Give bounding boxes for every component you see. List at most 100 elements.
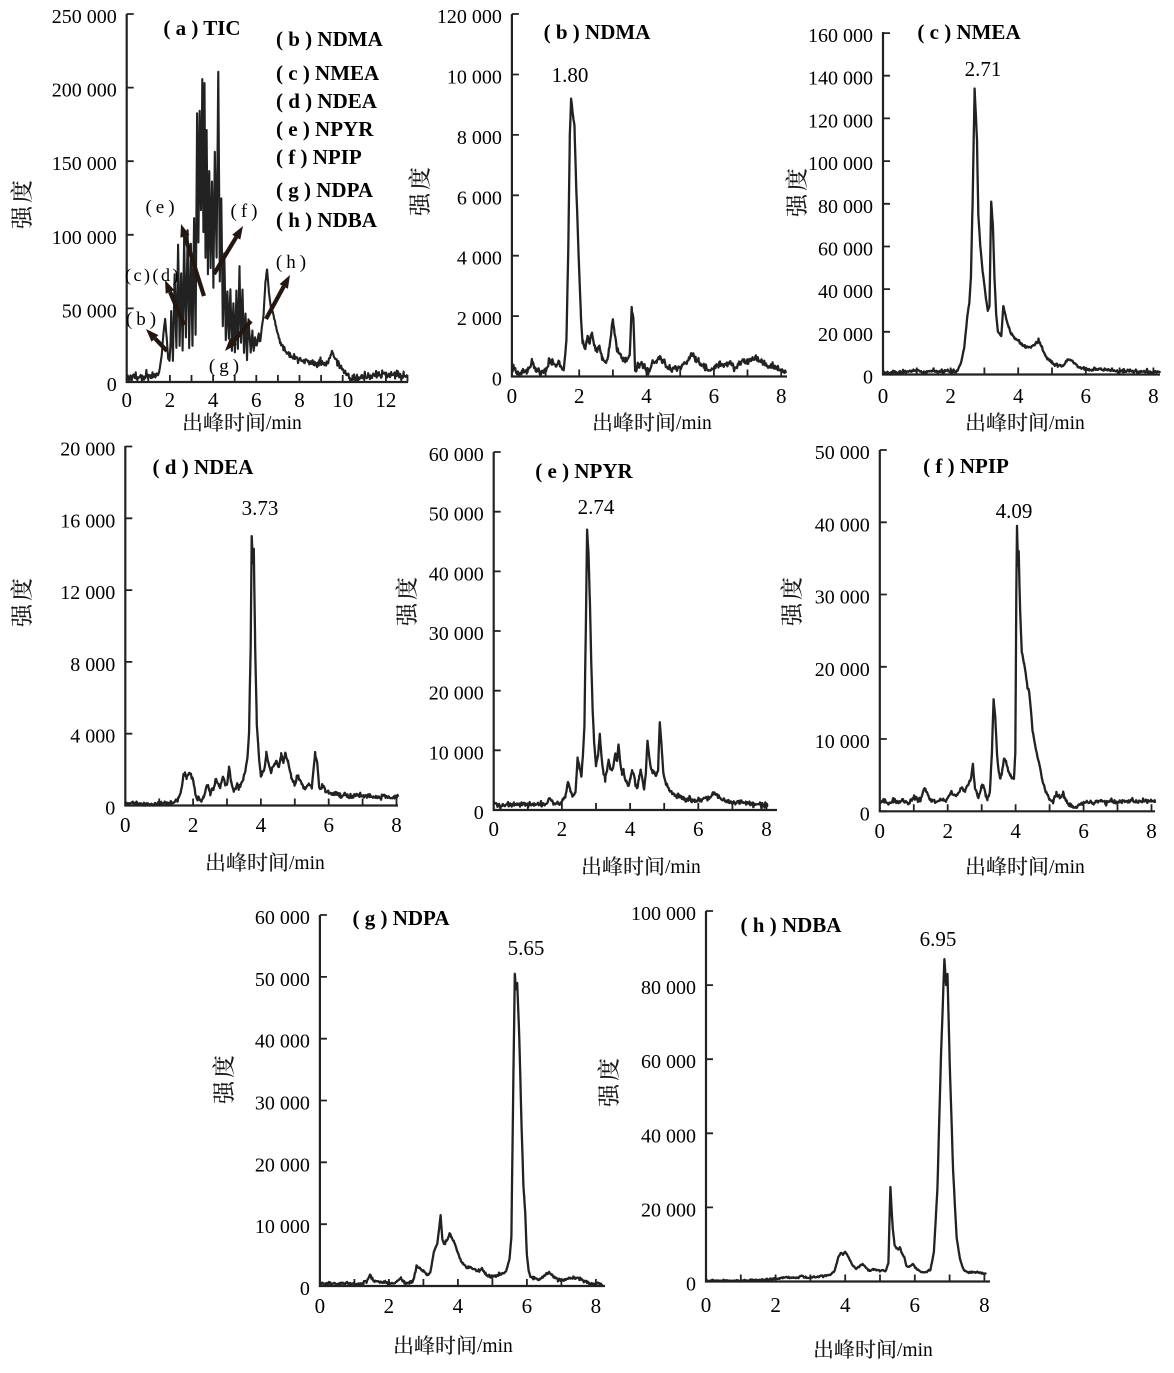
- svg-text:40 000: 40 000: [641, 1125, 696, 1147]
- svg-text:( h ) NDBA: ( h ) NDBA: [276, 208, 378, 232]
- svg-text:( g ) NDPA: ( g ) NDPA: [276, 178, 374, 202]
- svg-text:16 000: 16 000: [60, 510, 115, 532]
- svg-text:10 000: 10 000: [447, 67, 502, 89]
- svg-text:8: 8: [591, 1294, 602, 1318]
- svg-text:10 000: 10 000: [815, 731, 870, 753]
- svg-text:120 000: 120 000: [808, 110, 873, 132]
- svg-text:2: 2: [945, 384, 956, 408]
- svg-text:60 000: 60 000: [641, 1051, 696, 1073]
- svg-text:6.95: 6.95: [920, 927, 957, 951]
- svg-text:0: 0: [492, 369, 502, 391]
- svg-text:160 000: 160 000: [808, 25, 873, 47]
- svg-text:6: 6: [1081, 384, 1092, 408]
- svg-text:/min: /min: [477, 1336, 513, 1357]
- svg-text:8: 8: [979, 1293, 990, 1317]
- svg-text:30 000: 30 000: [255, 1093, 310, 1115]
- svg-text:2: 2: [188, 813, 199, 837]
- svg-text:( c ) NMEA: ( c ) NMEA: [276, 61, 380, 85]
- svg-text:/min: /min: [289, 853, 325, 874]
- svg-text:2: 2: [165, 388, 176, 412]
- svg-text:0: 0: [488, 817, 499, 841]
- svg-text:0: 0: [300, 1278, 310, 1300]
- svg-text:60 000: 60 000: [818, 239, 873, 261]
- svg-text:10 000: 10 000: [429, 742, 484, 764]
- svg-text:0: 0: [120, 813, 131, 837]
- svg-text:8: 8: [761, 817, 772, 841]
- svg-text:6 000: 6 000: [457, 187, 502, 209]
- svg-text:4: 4: [840, 1293, 851, 1317]
- svg-text:0: 0: [863, 367, 873, 389]
- svg-text:60 000: 60 000: [255, 907, 310, 929]
- svg-text:10: 10: [332, 388, 353, 412]
- svg-text:/min: /min: [1049, 413, 1085, 434]
- svg-text:6: 6: [1078, 819, 1089, 843]
- svg-text:2: 2: [770, 1293, 781, 1317]
- svg-text:0: 0: [701, 1293, 712, 1317]
- svg-text:120 000: 120 000: [437, 6, 502, 28]
- svg-text:( c ) NMEA: ( c ) NMEA: [917, 20, 1021, 44]
- svg-text:2 000: 2 000: [457, 308, 502, 330]
- svg-text:12: 12: [375, 388, 396, 412]
- svg-text:100 000: 100 000: [52, 227, 117, 249]
- svg-text:/min: /min: [266, 413, 302, 434]
- svg-text:( e ) NPYR: ( e ) NPYR: [535, 459, 633, 483]
- svg-text:2: 2: [557, 817, 568, 841]
- svg-text:( d ) NDEA: ( d ) NDEA: [276, 89, 378, 113]
- svg-text:0: 0: [860, 803, 870, 825]
- svg-text:8 000: 8 000: [70, 654, 115, 676]
- svg-text:100 000: 100 000: [808, 153, 873, 175]
- svg-text:( f ) NPIP: ( f ) NPIP: [923, 454, 1009, 478]
- svg-text:30 000: 30 000: [815, 587, 870, 609]
- svg-text:4.09: 4.09: [996, 499, 1033, 523]
- svg-text:4: 4: [256, 813, 267, 837]
- svg-text:( b ) NDMA: ( b ) NDMA: [544, 20, 652, 44]
- svg-text:4 000: 4 000: [457, 248, 502, 270]
- svg-text:50 000: 50 000: [255, 969, 310, 991]
- svg-text:2: 2: [574, 384, 585, 408]
- svg-text:0: 0: [875, 819, 886, 843]
- svg-text:2: 2: [942, 819, 953, 843]
- svg-text:2.71: 2.71: [965, 57, 1002, 81]
- svg-text:20 000: 20 000: [255, 1154, 310, 1176]
- svg-text:8: 8: [776, 384, 787, 408]
- svg-text:4: 4: [641, 384, 652, 408]
- svg-text:( h ) NDBA: ( h ) NDBA: [741, 913, 843, 937]
- svg-text:5.65: 5.65: [508, 936, 545, 960]
- svg-text:0: 0: [121, 388, 132, 412]
- svg-text:50 000: 50 000: [62, 300, 117, 322]
- svg-text:4 000: 4 000: [70, 726, 115, 748]
- svg-text:(b): (b): [126, 309, 160, 330]
- svg-text:50 000: 50 000: [815, 442, 870, 464]
- svg-text:/min: /min: [665, 857, 701, 878]
- svg-text:8: 8: [1148, 384, 1159, 408]
- svg-text:6: 6: [522, 1294, 533, 1318]
- svg-text:20 000: 20 000: [818, 324, 873, 346]
- svg-text:6: 6: [323, 813, 334, 837]
- svg-text:40 000: 40 000: [815, 514, 870, 536]
- svg-text:3.73: 3.73: [242, 496, 279, 520]
- svg-text:0: 0: [107, 374, 117, 396]
- svg-text:0: 0: [878, 384, 889, 408]
- svg-text:( d ) NDEA: ( d ) NDEA: [153, 455, 255, 479]
- svg-text:4: 4: [453, 1294, 464, 1318]
- svg-text:0: 0: [315, 1294, 326, 1318]
- svg-text:6: 6: [910, 1293, 921, 1317]
- svg-text:40 000: 40 000: [818, 281, 873, 303]
- svg-text:80 000: 80 000: [818, 196, 873, 218]
- svg-text:/min: /min: [676, 413, 712, 434]
- svg-text:/min: /min: [1049, 857, 1085, 878]
- svg-text:20 000: 20 000: [60, 439, 115, 461]
- svg-text:20 000: 20 000: [429, 683, 484, 705]
- svg-text:8: 8: [294, 388, 305, 412]
- svg-text:(e): (e): [145, 197, 178, 218]
- svg-text:0: 0: [105, 798, 115, 820]
- svg-text:6: 6: [709, 384, 720, 408]
- svg-text:4: 4: [208, 388, 219, 412]
- svg-text:6: 6: [251, 388, 262, 412]
- svg-text:20 000: 20 000: [641, 1199, 696, 1221]
- svg-text:( e ) NPYR: ( e ) NPYR: [276, 117, 374, 141]
- svg-text:8: 8: [391, 813, 402, 837]
- svg-text:150 000: 150 000: [52, 153, 117, 175]
- svg-text:(c)(d): (c)(d): [125, 265, 181, 286]
- svg-text:50 000: 50 000: [429, 504, 484, 526]
